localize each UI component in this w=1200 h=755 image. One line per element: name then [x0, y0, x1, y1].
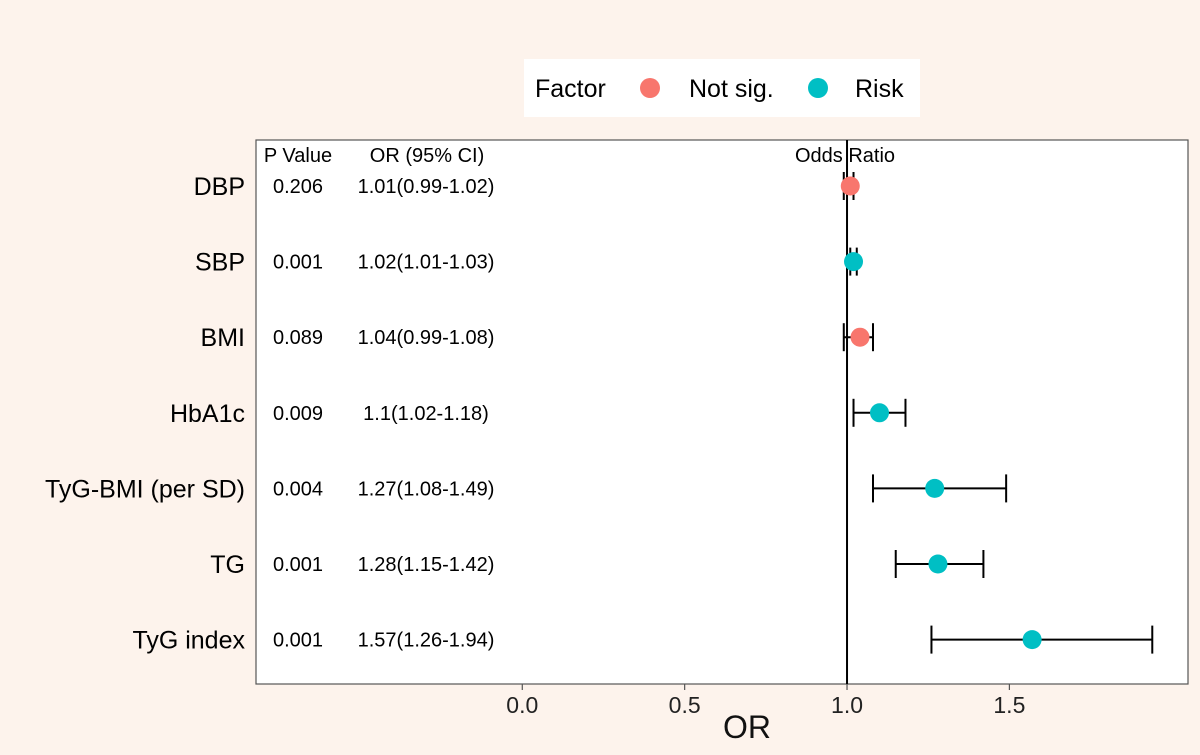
row-label: DBP — [194, 173, 245, 201]
row-or-ci: 1.01(0.99-1.02) — [358, 176, 495, 198]
p-value-header: P Value — [264, 145, 332, 167]
plot-panel — [255, 139, 1189, 685]
legend-label-risk: Risk — [855, 75, 904, 103]
or-point — [844, 252, 864, 272]
forest-row: DBP 0.206 1.01(0.99-1.02) — [194, 172, 860, 201]
or-point — [869, 403, 889, 423]
row-p-value: 0.206 — [273, 176, 323, 198]
row-or-ci: 1.27(1.08-1.49) — [358, 478, 495, 500]
or-point — [925, 478, 945, 498]
row-p-value: 0.001 — [273, 554, 323, 576]
row-label: TG — [210, 551, 245, 579]
row-p-value: 0.001 — [273, 630, 323, 652]
rows-layer: DBP 0.206 1.01(0.99-1.02) SBP 0.001 1.02(1.01… — [45, 172, 1154, 655]
forest-row: SBP 0.001 1.02(1.01-1.03) — [195, 247, 864, 277]
or-point — [928, 554, 948, 574]
row-or-ci: 1.28(1.15-1.42) — [358, 554, 495, 576]
row-label: HbA1c — [170, 400, 245, 428]
row-or-ci: 1.04(0.99-1.08) — [358, 327, 495, 349]
legend-dot-not-sig — [640, 78, 660, 98]
x-tick-label: 0.0 — [506, 692, 538, 718]
row-label: TyG-BMI (per SD) — [45, 475, 245, 503]
row-or-ci: 1.02(1.01-1.03) — [358, 252, 495, 274]
forest-row: TyG-BMI (per SD) 0.004 1.27(1.08-1.49) — [45, 474, 1008, 503]
x-tick-label: 1.0 — [831, 692, 863, 718]
row-or-ci: 1.57(1.26-1.94) — [358, 630, 495, 652]
or-ci-header: OR (95% CI) — [370, 145, 484, 167]
forest-row: TyG index 0.001 1.57(1.26-1.94) — [132, 625, 1154, 655]
row-p-value: 0.004 — [273, 478, 323, 500]
x-axis: 0.0 0.5 1.0 1.5 — [506, 684, 1025, 718]
row-label: TyG index — [132, 627, 245, 655]
forest-row: TG 0.001 1.28(1.15-1.42) — [210, 550, 985, 579]
or-point — [840, 176, 860, 196]
or-point — [1022, 630, 1042, 650]
legend-dot-risk — [808, 78, 828, 98]
or-point — [850, 327, 870, 347]
x-tick-label: 1.5 — [993, 692, 1025, 718]
x-axis-title: OR — [723, 709, 771, 745]
forest-row: HbA1c 0.009 1.1(1.02-1.18) — [170, 398, 907, 428]
legend-label-not-sig: Not sig. — [689, 75, 774, 103]
legend-box — [524, 59, 920, 117]
legend-title: Factor — [535, 75, 606, 103]
odds-ratio-header: Odds Ratio — [795, 145, 895, 167]
row-p-value: 0.001 — [273, 252, 323, 274]
row-p-value: 0.089 — [273, 327, 323, 349]
forest-row: BMI 0.089 1.04(0.99-1.08) — [201, 323, 875, 352]
x-tick-label: 0.5 — [669, 692, 701, 718]
row-label: SBP — [195, 249, 245, 277]
row-p-value: 0.009 — [273, 403, 323, 425]
row-or-ci: 1.1(1.02-1.18) — [363, 403, 489, 425]
row-label: BMI — [201, 324, 245, 352]
